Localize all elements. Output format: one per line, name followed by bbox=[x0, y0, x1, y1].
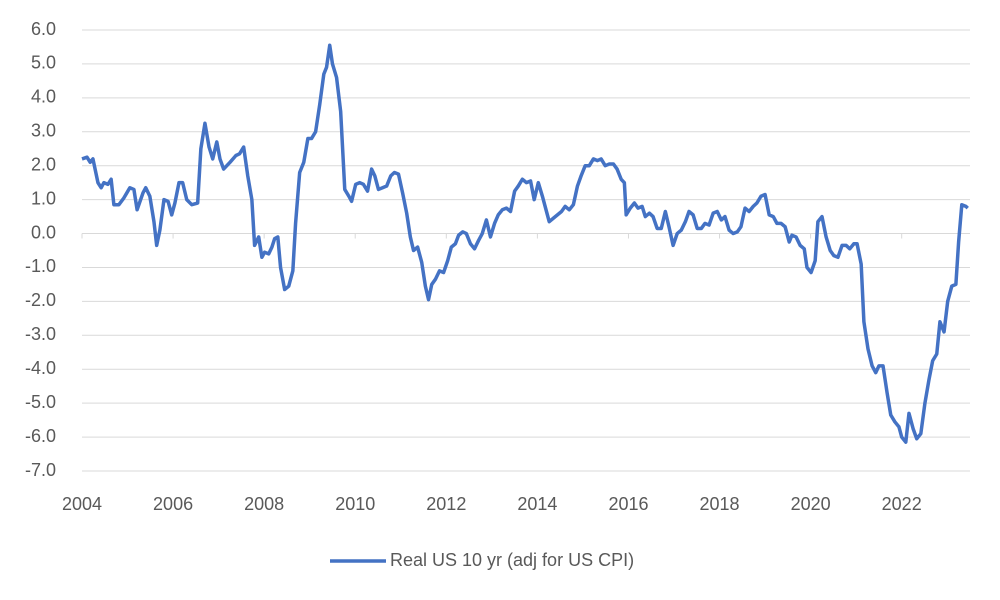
x-tick-label: 2018 bbox=[700, 494, 740, 514]
data-line bbox=[81, 43, 969, 444]
y-tick-label: -1.0 bbox=[25, 256, 56, 276]
x-tick-label: 2006 bbox=[153, 494, 193, 514]
legend-label: Real US 10 yr (adj for US CPI) bbox=[390, 550, 634, 570]
x-tick-label: 2010 bbox=[335, 494, 375, 514]
y-tick-label: 1.0 bbox=[31, 188, 56, 208]
y-tick-label: 0.0 bbox=[31, 222, 56, 242]
y-tick-label: -6.0 bbox=[25, 426, 56, 446]
x-tick-label: 2020 bbox=[791, 494, 831, 514]
y-tick-label: 6.0 bbox=[31, 19, 56, 39]
y-tick-label: -7.0 bbox=[25, 460, 56, 480]
x-tick-label: 2022 bbox=[882, 494, 922, 514]
y-tick-label: 3.0 bbox=[31, 121, 56, 141]
x-tick-label: 2014 bbox=[517, 494, 557, 514]
y-tick-label: 2.0 bbox=[31, 154, 56, 174]
y-tick-label: 4.0 bbox=[31, 87, 56, 107]
y-tick-label: -4.0 bbox=[25, 358, 56, 378]
y-tick-label: 5.0 bbox=[31, 53, 56, 73]
x-tick-label: 2008 bbox=[244, 494, 284, 514]
y-tick-label: -3.0 bbox=[25, 324, 56, 344]
y-tick-label: -2.0 bbox=[25, 290, 56, 310]
x-tick-label: 2016 bbox=[608, 494, 648, 514]
x-tick-label: 2012 bbox=[426, 494, 466, 514]
y-tick-label: -5.0 bbox=[25, 392, 56, 412]
x-tick-label: 2004 bbox=[62, 494, 102, 514]
